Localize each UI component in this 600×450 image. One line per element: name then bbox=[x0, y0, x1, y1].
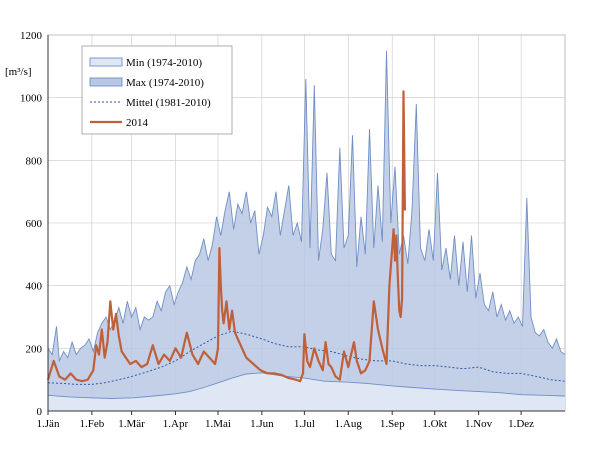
legend: Min (1974-2010) Max (1974-2010) Mittel (19… bbox=[81, 45, 233, 135]
x-tick-label: 1.Nov bbox=[465, 418, 493, 430]
x-tick-label: 1.Dez bbox=[508, 418, 534, 430]
x-tick-label: 1.Mär bbox=[118, 418, 145, 430]
series-max-line bbox=[47, 50, 566, 363]
x-tick-label: 1.Jul bbox=[294, 418, 315, 430]
min-max-band bbox=[48, 50, 565, 411]
max-area bbox=[48, 50, 565, 411]
x-tick-label: 1.Mai bbox=[205, 418, 231, 430]
y-tick-label: 800 bbox=[26, 155, 43, 167]
x-tick-label: 1.Jun bbox=[250, 418, 274, 430]
y-tick-label: 1200 bbox=[20, 30, 43, 42]
y-tick-labels: 0 200 400 600 800 1000 1200 bbox=[20, 30, 43, 418]
x-tick-label: 1.Sep bbox=[380, 418, 405, 430]
legend-label-max: Max (1974-2010) bbox=[126, 77, 204, 89]
x-tick-label: 1.Apr bbox=[163, 418, 189, 430]
series-lines bbox=[46, 50, 566, 399]
y-tick-label: 200 bbox=[26, 343, 43, 355]
legend-swatch-max bbox=[89, 77, 123, 87]
legend-label-y2014: 2014 bbox=[126, 117, 149, 129]
y-tick-label: 0 bbox=[37, 406, 43, 418]
y-tick-label: 400 bbox=[26, 281, 43, 293]
x-tick-labels: 1.Jän 1.Feb 1.Mär 1.Apr 1.Mai 1.Jun 1.Jul 1.Aug… bbox=[37, 418, 535, 430]
series-2014-line bbox=[46, 90, 406, 383]
y-unit-label: [m³/s] bbox=[5, 66, 32, 78]
y-tick-label: 1000 bbox=[20, 93, 43, 105]
legend-swatch-min bbox=[89, 57, 123, 67]
y-tick-label: 600 bbox=[26, 218, 43, 230]
min-area bbox=[48, 372, 565, 411]
x-tick-label: 1.Jän bbox=[37, 418, 60, 430]
x-tick-label: 1.Feb bbox=[80, 418, 105, 430]
axes bbox=[47, 35, 565, 415]
x-tick-label: 1.Okt bbox=[422, 418, 447, 430]
legend-label-mean: Mittel (1981-2010) bbox=[126, 97, 211, 109]
x-tick-label: 1.Aug bbox=[335, 418, 363, 430]
legend-label-min: Min (1974-2010) bbox=[126, 57, 202, 69]
